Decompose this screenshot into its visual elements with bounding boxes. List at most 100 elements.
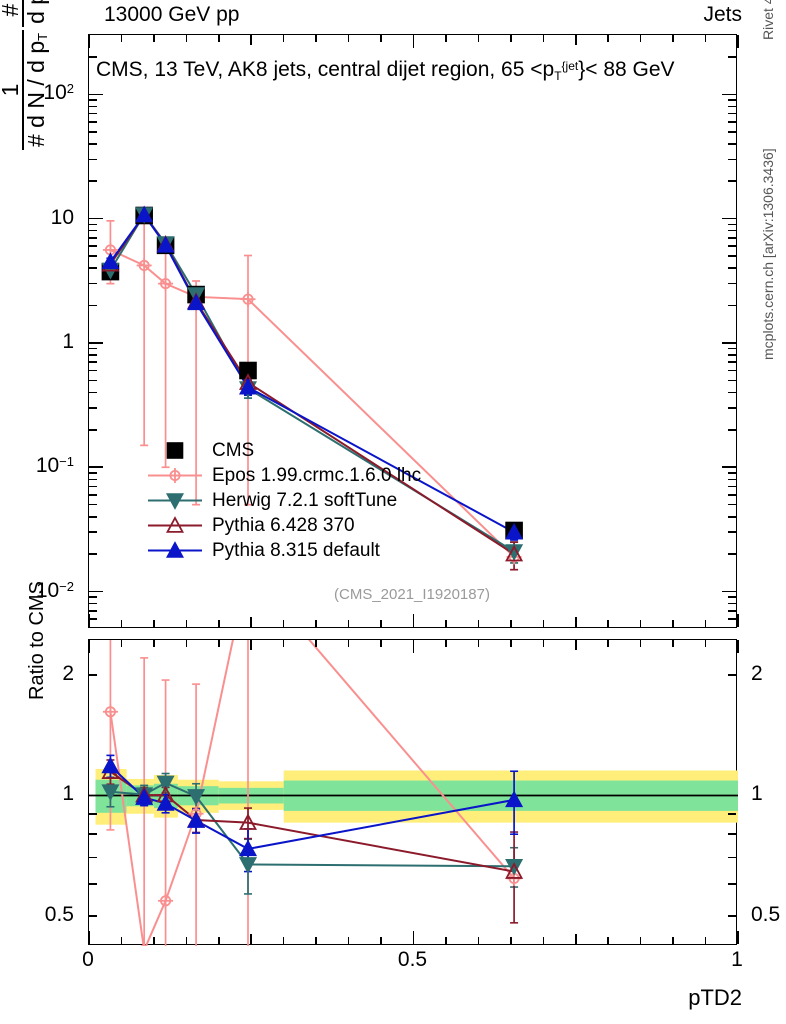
rivet-version-text: Rivet 4.1.0, ≥ 100k events [760,0,776,40]
ratio-y-tick-label: 0.5 [44,902,74,926]
ratio-x-tick-mark [88,640,90,653]
y-tick-mark [89,282,97,285]
y-tick-mark [89,237,97,239]
ratio-y-tick-label: 2 [751,662,763,686]
data-marker [135,205,154,223]
mcplots-reference-caption: mcplots.cern.ch [arXiv:1306.3436] [760,148,786,376]
x-tick-mark [185,35,188,42]
y-tick-label: 102 [43,81,74,105]
legend-label: Epos 1.99.crmc.1.6.0 lhc [212,464,422,486]
y-tick-mark [728,515,736,518]
data-marker [167,468,183,483]
y-tick-mark [728,56,736,58]
ratio-x-tick-mark [672,640,674,647]
y-tick-mark [89,407,97,409]
x-tick-mark [445,620,447,627]
ratio-x-tick-mark [250,934,253,944]
beam-energy-label: 13000 GeV pp [104,3,240,26]
y-tick-mark [728,245,736,247]
y-tick-mark [728,282,736,285]
x-tick-mark [282,620,285,627]
y-tick-mark [89,142,97,145]
ratio-y-tick-label: 2 [62,662,74,686]
ratio-y-tick-mark [89,794,103,797]
ratio-y-tick-mark [728,833,736,835]
y-tick-mark [728,472,736,474]
y-tick-mark [722,217,736,220]
x-tick-mark [315,620,317,627]
y-tick-mark [728,130,736,133]
data-marker [102,704,118,720]
y-tick-label: 10−1 [35,454,74,478]
y-tick-mark [728,478,736,481]
ratio-x-tick-mark [315,640,317,647]
y-tick-label: 1 [62,329,74,353]
data-marker [101,252,120,270]
legend-label: Pythia 8.315 default [212,539,380,561]
y-tick-mark [728,237,736,239]
y-tick-mark [89,602,97,605]
y-tick-mark [722,590,736,593]
legend-item[interactable]: Epos 1.99.crmc.1.6.0 lhc [148,463,421,488]
rivet-version-caption: Rivet 4.1.0, ≥ 100k events [760,0,786,56]
data-marker [158,276,174,292]
legend-item[interactable]: CMS [148,438,421,463]
y-tick-mark [728,354,736,356]
y-tick-label: 10 [50,205,74,229]
data-marker [238,813,258,830]
y-tick-mark [728,304,736,307]
ratio-x-tick-mark [574,934,577,944]
y-tick-mark [89,347,97,350]
y-tick-mark [728,610,736,612]
data-marker [156,235,175,253]
ratio-x-tick-mark [153,640,155,647]
ratio-x-tick-mark [639,640,642,647]
legend-label: Pythia 6.428 370 [212,514,355,536]
data-marker [505,858,524,876]
ratio-x-tick-mark [88,931,90,944]
ratio-x-tick-mark [282,937,285,944]
plot-title-tail: }< 88 GeV [578,58,675,81]
legend-item[interactable]: Pythia 8.315 default [148,538,421,563]
ratio-x-tick-mark [672,937,674,944]
x-tick-mark [574,617,577,627]
x-tick-mark [607,35,609,42]
legend-item[interactable]: Pythia 6.428 370 [148,513,421,538]
y-tick-mark [89,429,97,431]
y-tick-mark [89,105,97,108]
y-tick-mark [89,342,103,344]
main-plot-frame [88,34,739,628]
y-tick-mark [728,407,736,409]
data-marker [238,857,258,874]
x-tick-mark [380,35,382,42]
main-plot-canvas [101,205,524,571]
y-tick-mark [89,245,97,247]
data-marker [505,522,524,540]
ratio-x-tick-mark [542,640,545,647]
x-tick-mark [250,617,253,627]
y-tick-mark [728,503,736,506]
ratio-x-tick-mark [185,640,188,647]
ratio-y-tick-mark [89,833,97,835]
data-marker [158,893,174,909]
ratio-x-tick-mark [510,640,512,647]
y-tick-mark [728,267,736,269]
ratio-x-tick-mark [250,640,253,650]
y-tick-mark [722,93,736,96]
ratio-x-tick-mark [412,640,415,653]
y-tick-mark [89,531,97,534]
ratio-x-tick-mark [315,937,317,944]
legend-item[interactable]: Herwig 7.2.1 softTune [148,488,421,513]
y-tick-mark [728,618,736,620]
y-tick-mark [728,369,736,372]
data-marker [101,784,120,802]
x-tick-mark [185,620,188,627]
ratio-x-tick-mark [218,640,220,647]
ratio-x-tick-mark [120,640,123,647]
ratio-y-tick-labels-left: 2 1 0.5 [0,639,82,945]
y-tick-mark [89,596,97,599]
y-tick-mark [89,354,97,356]
ratio-x-tick-mark [218,937,220,944]
data-marker [101,756,120,774]
x-tick-mark [88,614,90,627]
